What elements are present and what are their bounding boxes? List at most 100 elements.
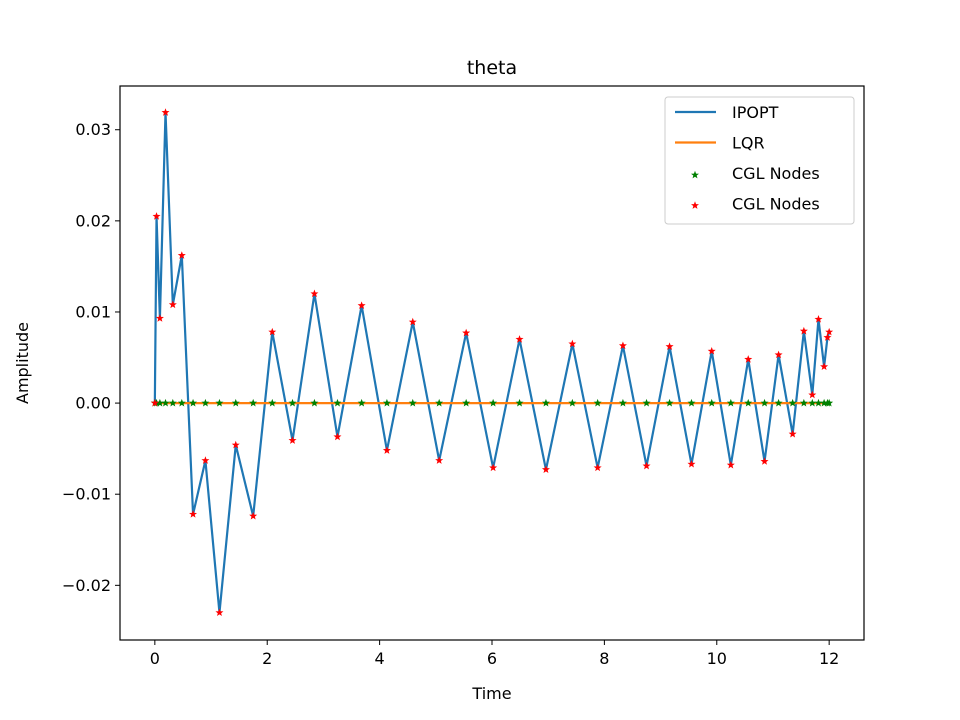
x-tick-label: 4 <box>375 649 385 668</box>
data-point <box>408 398 417 407</box>
data-point <box>799 398 808 407</box>
x-tick-label: 12 <box>819 649 839 668</box>
legend-box <box>664 96 855 225</box>
x-tick-label: 2 <box>262 649 272 668</box>
data-point <box>707 398 716 407</box>
y-tick-label: 0.01 <box>75 302 111 321</box>
data-point <box>665 342 674 350</box>
data-point <box>774 398 783 407</box>
data-point <box>744 355 753 363</box>
data-point <box>814 398 823 407</box>
data-point <box>382 398 391 407</box>
data-point <box>215 608 224 617</box>
data-point <box>726 398 735 407</box>
data-point <box>268 398 277 407</box>
data-point <box>744 398 753 407</box>
legend-marker-swatch <box>691 170 699 179</box>
data-point <box>161 108 170 116</box>
data-point <box>707 346 716 355</box>
data-point <box>642 461 651 470</box>
data-point <box>177 251 186 259</box>
y-axis: −0.02 −0.01 0.00 0.01 0.02 0.03 <box>62 120 120 595</box>
chart-title: theta <box>467 57 517 79</box>
y-tick-label: −0.01 <box>62 485 111 504</box>
data-point <box>515 335 524 343</box>
x-axis-label: Time <box>471 684 511 703</box>
x-tick-label: 10 <box>707 649 727 668</box>
data-point <box>152 212 161 220</box>
legend-entry: CGL Nodes <box>691 195 820 214</box>
x-axis: 0 2 4 6 8 10 12 <box>150 640 839 668</box>
series-4 <box>150 108 834 617</box>
data-point <box>788 398 797 407</box>
data-point <box>155 398 164 407</box>
data-point <box>489 463 498 472</box>
data-point <box>808 390 817 399</box>
legend-entry: LQR <box>675 134 765 153</box>
data-point <box>568 339 577 348</box>
data-point <box>357 301 366 309</box>
data-point <box>155 314 164 322</box>
data-point <box>489 398 498 407</box>
data-point <box>618 341 627 350</box>
data-point <box>161 398 170 407</box>
data-point <box>774 350 783 359</box>
data-point <box>593 398 602 407</box>
data-point <box>310 289 319 298</box>
y-tick-label: 0.00 <box>75 394 111 413</box>
data-point <box>249 511 258 520</box>
data-point <box>825 398 834 407</box>
data-point <box>150 398 159 407</box>
data-point <box>808 398 817 407</box>
y-tick-label: 0.03 <box>75 120 111 139</box>
legend-marker-swatch <box>691 201 699 209</box>
data-point <box>462 398 471 407</box>
x-tick-label: 0 <box>150 649 160 668</box>
legend-label: IPOPT <box>732 103 779 122</box>
data-point <box>408 317 417 326</box>
data-point <box>665 398 674 407</box>
data-point <box>618 398 627 407</box>
axes-frame <box>119 85 865 641</box>
x-tick-label: 6 <box>487 649 497 668</box>
data-point <box>201 456 210 464</box>
data-point <box>760 398 769 407</box>
data-point <box>268 327 277 336</box>
data-point <box>177 398 186 407</box>
data-point <box>462 328 471 337</box>
data-point <box>814 315 823 323</box>
data-point <box>788 429 797 438</box>
data-point <box>642 398 651 407</box>
data-point <box>215 398 224 407</box>
data-point <box>249 398 258 407</box>
data-point <box>825 327 834 336</box>
data-point <box>541 465 550 474</box>
data-point <box>189 398 198 407</box>
data-point <box>726 460 735 469</box>
y-axis-label: Amplitude <box>13 322 32 404</box>
data-point <box>823 333 832 341</box>
legend-label: CGL Nodes <box>732 164 820 183</box>
data-point <box>820 362 829 371</box>
data-point <box>310 398 319 407</box>
plot-area <box>150 108 834 617</box>
x-tick-label: 8 <box>599 649 609 668</box>
data-point <box>760 457 769 465</box>
y-tick-label: 0.02 <box>75 211 111 230</box>
data-point <box>382 446 391 454</box>
data-point <box>687 398 696 407</box>
legend-entry: IPOPT <box>675 103 779 122</box>
data-point <box>189 510 198 518</box>
data-point <box>687 459 696 468</box>
data-point <box>435 398 444 407</box>
data-point <box>541 398 550 407</box>
data-point <box>168 300 177 309</box>
data-point <box>168 398 177 407</box>
data-point <box>231 398 240 407</box>
data-point <box>799 326 808 335</box>
data-point <box>820 398 829 407</box>
data-point <box>333 398 342 407</box>
data-point <box>357 398 366 407</box>
data-point <box>288 398 297 407</box>
